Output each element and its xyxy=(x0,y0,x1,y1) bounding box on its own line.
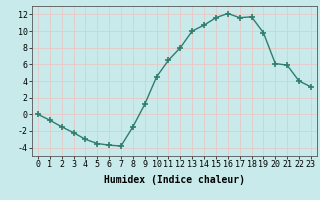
X-axis label: Humidex (Indice chaleur): Humidex (Indice chaleur) xyxy=(104,175,245,185)
